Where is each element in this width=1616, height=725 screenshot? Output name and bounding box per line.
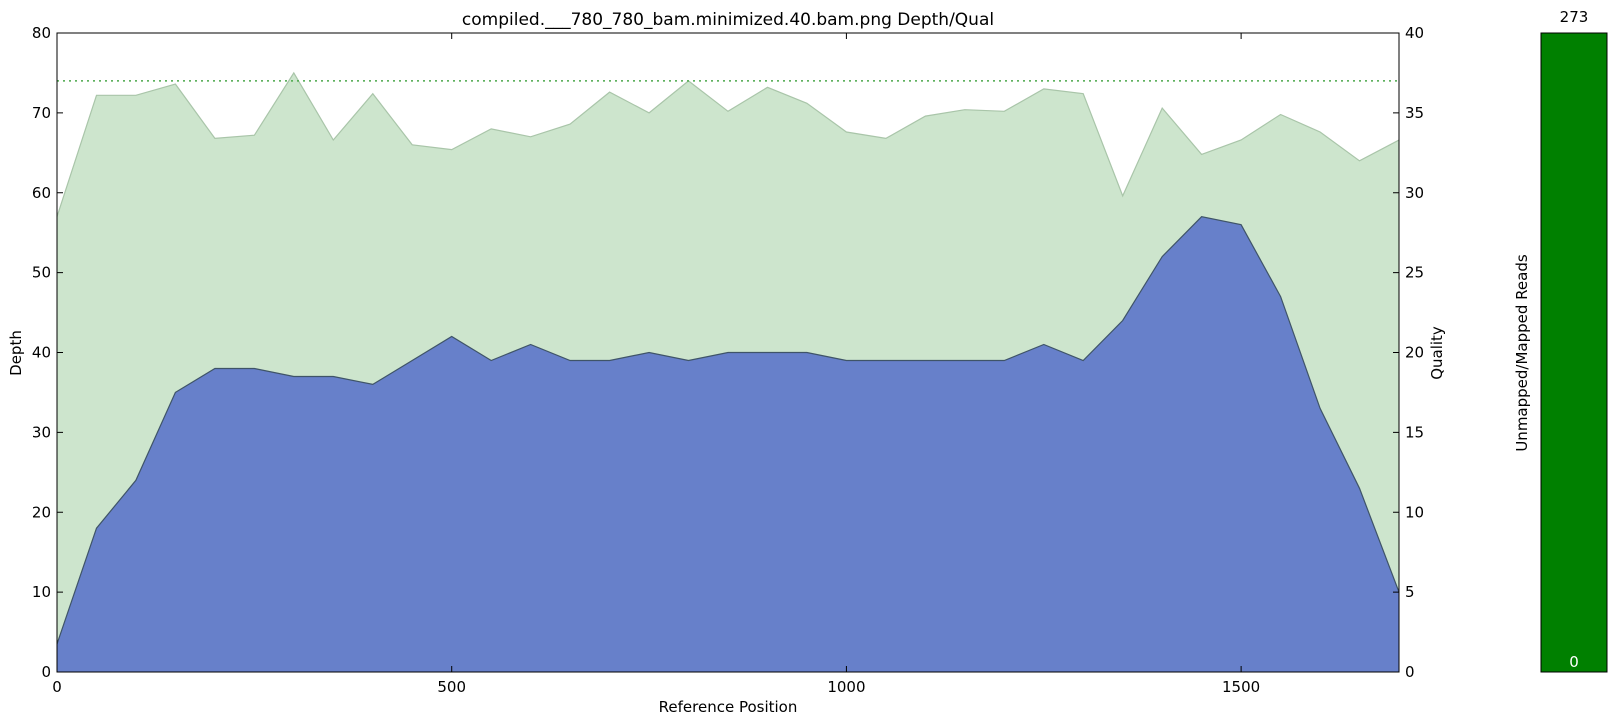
y-tick-label: 0 bbox=[41, 663, 51, 681]
reads-zero-label: 0 bbox=[1569, 653, 1579, 671]
y-tick-label: 40 bbox=[32, 344, 51, 362]
reads-total-label: 273 bbox=[1560, 8, 1589, 26]
x-tick-label: 1000 bbox=[827, 678, 865, 696]
quality-line bbox=[56, 71, 1400, 217]
y-axis-label-depth: Depth bbox=[7, 330, 25, 376]
x-tick-label: 500 bbox=[437, 678, 466, 696]
y-tick-label: 10 bbox=[32, 583, 51, 601]
reads-axis-label: Unmapped/Mapped Reads bbox=[1513, 254, 1531, 452]
chart-title: compiled.___780_780_bam.minimized.40.bam… bbox=[462, 10, 994, 30]
y-axis-label-quality: Quality bbox=[1428, 326, 1446, 380]
reads-bar-panel: 273 0 Unmapped/Mapped Reads bbox=[1513, 8, 1608, 673]
y-tick-label: 60 bbox=[32, 184, 51, 202]
y2-tick-label: 15 bbox=[1405, 423, 1424, 441]
y-tick-label: 20 bbox=[32, 503, 51, 521]
y2-tick-label: 25 bbox=[1405, 264, 1424, 282]
y2-tick-label: 40 bbox=[1405, 24, 1424, 42]
x-tick-label: 1500 bbox=[1222, 678, 1260, 696]
y2-tick-label: 35 bbox=[1405, 104, 1424, 122]
x-tick-label: 0 bbox=[52, 678, 62, 696]
x-axis-label: Reference Position bbox=[659, 698, 798, 716]
y2-tick-label: 10 bbox=[1405, 503, 1424, 521]
y-tick-label: 70 bbox=[32, 104, 51, 122]
y-tick-label: 80 bbox=[32, 24, 51, 42]
main-plot-area: 0 500 1000 1500 0 10 20 30 40 50 60 70 80 0 5 10 15 20 25 3… bbox=[32, 24, 1424, 696]
y-tick-label: 50 bbox=[32, 264, 51, 282]
y2-tick-label: 0 bbox=[1405, 663, 1415, 681]
depth-area bbox=[57, 216, 1399, 672]
y-tick-label: 30 bbox=[32, 423, 51, 441]
y2-tick-label: 20 bbox=[1405, 344, 1424, 362]
y2-tick-label: 30 bbox=[1405, 184, 1424, 202]
mapped-reads-bar bbox=[1540, 32, 1608, 673]
y2-tick-label: 5 bbox=[1405, 583, 1415, 601]
